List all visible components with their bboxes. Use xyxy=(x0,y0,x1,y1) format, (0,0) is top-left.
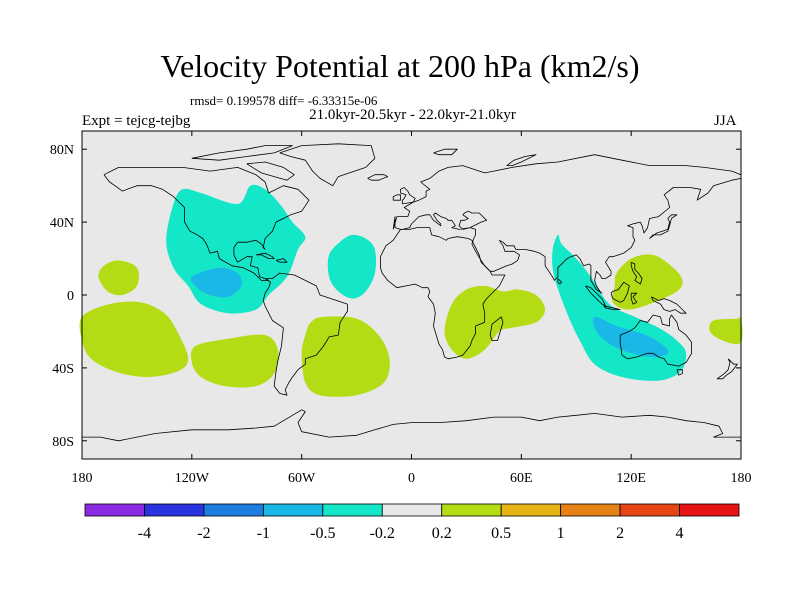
colorbar-swatch xyxy=(322,503,383,517)
coastline-baffin xyxy=(246,161,295,181)
coastline-hispaniola xyxy=(275,258,288,263)
field-south-pacific-positive xyxy=(79,301,189,377)
coastline-south-america xyxy=(262,272,348,396)
contour-fields xyxy=(79,184,743,397)
field-north-america-core xyxy=(190,267,242,298)
lat-tick-label: 80N xyxy=(50,143,74,158)
coastline-svalbard xyxy=(433,148,458,156)
season-label: JJA xyxy=(714,113,737,129)
coastline-tasmania xyxy=(676,369,683,376)
lon-tick-label: 0 xyxy=(408,471,415,486)
coastline-new-zealand xyxy=(716,358,738,380)
coastline-australia xyxy=(619,314,692,367)
colorbar: -4 -2 -1 -0.5 -0.2 0.2 0.5 1 2 4 xyxy=(84,503,740,542)
coastline-cuba xyxy=(255,252,275,259)
coastline-novaya-zemlya xyxy=(506,154,537,166)
colorbar-label: -1 xyxy=(257,525,270,542)
colorbar-label: 0.2 xyxy=(432,525,452,542)
colorbar-swatch xyxy=(560,503,621,517)
coastline-iceland xyxy=(367,174,389,181)
field-central-pacific-positive xyxy=(98,260,140,296)
colorbar-swatch xyxy=(500,503,562,517)
lon-tick-label: 60E xyxy=(510,471,533,486)
field-atlantic-negative xyxy=(327,234,377,299)
lat-tick-label: 40N xyxy=(50,216,74,231)
colorbar-label: -0.2 xyxy=(370,525,395,542)
coastline-eurasia-africa xyxy=(392,154,742,294)
coastline-greenland xyxy=(279,143,376,187)
colorbar-label: 4 xyxy=(676,525,684,542)
lat-tick-label: 0 xyxy=(67,289,74,304)
field-south-atlantic-positive xyxy=(301,316,390,397)
colorbar-swatch xyxy=(144,503,205,517)
coastline-africa xyxy=(380,227,506,360)
colorbar-label: 2 xyxy=(616,525,624,542)
coastline-sri-lanka xyxy=(557,278,562,285)
colorbar-label: -2 xyxy=(197,525,210,542)
period-subtitle: 21.0kyr-20.5kyr - 22.0kyr-21.0kyr xyxy=(309,107,516,123)
lon-tick-label: 120W xyxy=(175,471,210,486)
colorbar-label: 0.5 xyxy=(491,525,511,542)
colorbar-swatch xyxy=(619,503,680,517)
field-west-pacific-positive xyxy=(612,254,683,310)
colorbar-label: 1 xyxy=(557,525,565,542)
colorbar-swatch xyxy=(441,503,502,517)
figure-title: Velocity Potential at 200 hPa (km2/s) xyxy=(160,48,640,84)
colorbar-label: -4 xyxy=(138,525,151,542)
coastline-arctic-islands xyxy=(191,145,293,161)
field-south-america-west-positive xyxy=(190,334,279,388)
coastline-java xyxy=(603,305,621,310)
coastline-british-isles xyxy=(400,187,416,205)
colorbar-swatch xyxy=(679,503,740,517)
coastline-madagascar xyxy=(489,316,504,341)
map-axes: 80N 40N 0 40S 80S 180 120W 60W 0 60E 120E 180 xyxy=(50,131,752,486)
rmsd-text: rmsd= 0.199578 diff= -6.33315e-06 xyxy=(190,93,378,108)
coastline-new-guinea xyxy=(650,296,687,314)
coastline-north-america xyxy=(103,167,310,281)
coastline-sumatra xyxy=(585,285,606,307)
coastline-borneo xyxy=(610,281,630,303)
coastline-antarctica xyxy=(82,409,741,442)
colorbar-swatch xyxy=(381,503,443,517)
lon-tick-label: 60W xyxy=(288,471,316,486)
lat-tick-label: 40S xyxy=(52,362,74,377)
lon-tick-label: 180 xyxy=(72,471,93,486)
colorbar-swatch xyxy=(84,503,145,517)
colorbar-swatch xyxy=(203,503,264,517)
coastline-japan xyxy=(649,214,678,239)
coastlines xyxy=(82,143,742,442)
lon-tick-label: 180 xyxy=(731,471,752,486)
colorbar-label: -0.5 xyxy=(310,525,335,542)
colorbar-swatch xyxy=(262,503,324,517)
field-indian-ocean-core xyxy=(592,316,669,358)
coastline-ireland xyxy=(392,194,401,201)
coastline-philippines xyxy=(630,261,643,285)
lat-tick-label: 80S xyxy=(52,435,74,450)
field-southwest-pacific-positive xyxy=(709,315,743,345)
experiment-label: Expt = tejcg-tejbg xyxy=(82,113,191,129)
coastline-sulawesi xyxy=(630,292,638,305)
lon-tick-label: 120E xyxy=(616,471,646,486)
